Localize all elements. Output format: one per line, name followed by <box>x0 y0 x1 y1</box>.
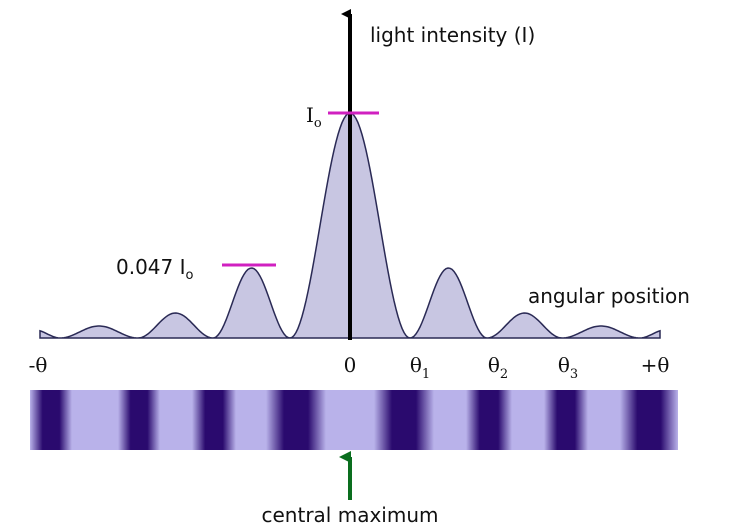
x-tick-label: 0 <box>344 353 357 377</box>
x-tick-label: -θ <box>29 353 48 377</box>
x-tick-label: θ1 <box>410 353 430 382</box>
x-tick-label: +θ <box>641 353 670 377</box>
tick-text: +θ <box>641 353 670 377</box>
tick-text: -θ <box>29 353 48 377</box>
tick-text: θ <box>488 353 500 377</box>
peak-label: Io <box>306 103 322 131</box>
tick-sub: 1 <box>422 367 430 382</box>
x-tick-label: θ2 <box>488 353 508 382</box>
tick-sub: 3 <box>570 367 578 382</box>
caption: central maximum <box>262 503 439 527</box>
x-axis-label: angular position <box>528 284 690 308</box>
dark-fringe <box>620 390 678 450</box>
tick-text: θ <box>410 353 422 377</box>
secondary-sub: o <box>186 268 194 283</box>
dark-fringe <box>544 390 588 450</box>
tick-text: 0 <box>344 353 357 377</box>
tick-sub: 2 <box>500 367 508 382</box>
peak-sub: o <box>314 116 322 131</box>
dark-fringe <box>30 390 72 450</box>
peak-text: I <box>306 103 314 127</box>
y-axis-label: light intensity (I) <box>370 23 535 47</box>
dark-fringe <box>466 390 512 450</box>
dark-fringe <box>118 390 160 450</box>
dark-fringe <box>266 390 326 450</box>
x-tick-label: θ3 <box>558 353 578 382</box>
secondary-text: 0.047 I <box>116 255 186 279</box>
tick-text: θ <box>558 353 570 377</box>
dark-fringe <box>374 390 434 450</box>
secondary-label: 0.047 Io <box>116 255 194 283</box>
dark-fringe <box>192 390 236 450</box>
